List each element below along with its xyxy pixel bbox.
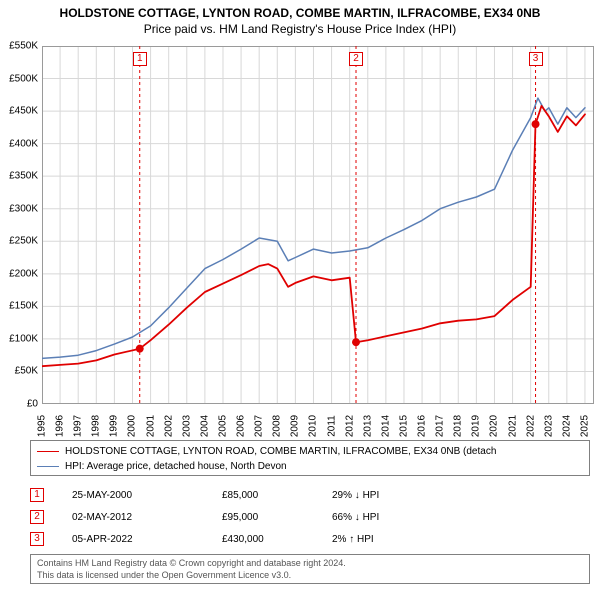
sale-marker-2: 2: [349, 52, 363, 66]
attribution-line1: Contains HM Land Registry data © Crown c…: [37, 557, 583, 569]
y-tick-label: £100K: [9, 333, 38, 344]
y-tick-label: £450K: [9, 106, 38, 117]
sale-row-badge: 2: [30, 510, 44, 524]
sale-row-date: 02-MAY-2012: [72, 512, 222, 523]
sale-row: 2 02-MAY-2012£95,00066% ↓ HPI: [30, 506, 590, 528]
legend-row: HOLDSTONE COTTAGE, LYNTON ROAD, COMBE MA…: [37, 444, 583, 459]
y-tick-label: £300K: [9, 203, 38, 214]
x-tick-label: 1996: [55, 415, 66, 437]
x-tick-label: 2017: [435, 415, 446, 437]
x-tick-label: 2001: [145, 415, 156, 437]
y-tick-label: £350K: [9, 171, 38, 182]
x-tick-label: 2008: [272, 415, 283, 437]
y-tick-label: £150K: [9, 301, 38, 312]
x-tick-label: 2019: [471, 415, 482, 437]
sale-marker-table: 1 25-MAY-2000£85,00029% ↓ HPI 2 02-MAY-2012…: [30, 484, 590, 550]
x-tick-label: 2009: [290, 415, 301, 437]
x-tick-label: 2024: [561, 415, 572, 437]
chart-title: HOLDSTONE COTTAGE, LYNTON ROAD, COMBE MA…: [0, 0, 600, 20]
x-tick-label: 2000: [127, 415, 138, 437]
x-tick-label: 2007: [254, 415, 265, 437]
legend-row: HPI: Average price, detached house, Nort…: [37, 459, 583, 474]
x-tick-label: 2021: [507, 415, 518, 437]
x-tick-label: 2012: [344, 415, 355, 437]
x-tick-label: 2018: [453, 415, 464, 437]
x-tick-label: 1995: [37, 415, 48, 437]
x-tick-label: 2014: [380, 415, 391, 437]
x-tick-label: 2023: [543, 415, 554, 437]
y-tick-label: £250K: [9, 236, 38, 247]
y-tick-label: £550K: [9, 41, 38, 52]
x-tick-label: 2006: [236, 415, 247, 437]
x-tick-label: 2005: [217, 415, 228, 437]
sale-row-date: 25-MAY-2000: [72, 490, 222, 501]
sale-row-badge: 1: [30, 488, 44, 502]
attribution-line2: This data is licensed under the Open Gov…: [37, 569, 583, 581]
x-tick-label: 2003: [181, 415, 192, 437]
y-tick-label: £0: [27, 399, 38, 410]
sale-marker-1: 1: [133, 52, 147, 66]
chart-plot-area: [42, 46, 594, 404]
x-tick-label: 2015: [398, 415, 409, 437]
chart-subtitle: Price paid vs. HM Land Registry's House …: [0, 20, 600, 40]
legend: HOLDSTONE COTTAGE, LYNTON ROAD, COMBE MA…: [30, 440, 590, 476]
x-tick-label: 1997: [73, 415, 84, 437]
legend-swatch: [37, 451, 59, 452]
legend-label: HPI: Average price, detached house, Nort…: [65, 461, 287, 472]
sale-row-date: 05-APR-2022: [72, 534, 222, 545]
sale-row-delta: 66% ↓ HPI: [332, 512, 590, 523]
sale-row-badge: 3: [30, 532, 44, 546]
sale-marker-3: 3: [529, 52, 543, 66]
x-tick-label: 2022: [525, 415, 536, 437]
x-tick-label: 2025: [579, 415, 590, 437]
sale-row-price: £85,000: [222, 490, 332, 501]
legend-label: HOLDSTONE COTTAGE, LYNTON ROAD, COMBE MA…: [65, 446, 496, 457]
x-tick-label: 2013: [362, 415, 373, 437]
x-tick-label: 2002: [163, 415, 174, 437]
x-tick-label: 1998: [91, 415, 102, 437]
attribution: Contains HM Land Registry data © Crown c…: [30, 554, 590, 584]
y-tick-label: £500K: [9, 73, 38, 84]
x-tick-label: 2010: [308, 415, 319, 437]
sale-row: 1 25-MAY-2000£85,00029% ↓ HPI: [30, 484, 590, 506]
sale-row-price: £430,000: [222, 534, 332, 545]
y-tick-label: £50K: [15, 366, 38, 377]
x-tick-label: 2020: [489, 415, 500, 437]
sale-row: 3 05-APR-2022£430,0002% ↑ HPI: [30, 528, 590, 550]
x-tick-label: 2004: [199, 415, 210, 437]
y-tick-label: £400K: [9, 138, 38, 149]
y-tick-label: £200K: [9, 268, 38, 279]
x-tick-label: 2011: [326, 415, 337, 437]
sale-row-price: £95,000: [222, 512, 332, 523]
sale-row-delta: 29% ↓ HPI: [332, 490, 590, 501]
x-tick-label: 2016: [417, 415, 428, 437]
x-tick-label: 1999: [109, 415, 120, 437]
legend-swatch: [37, 466, 59, 467]
sale-row-delta: 2% ↑ HPI: [332, 534, 590, 545]
